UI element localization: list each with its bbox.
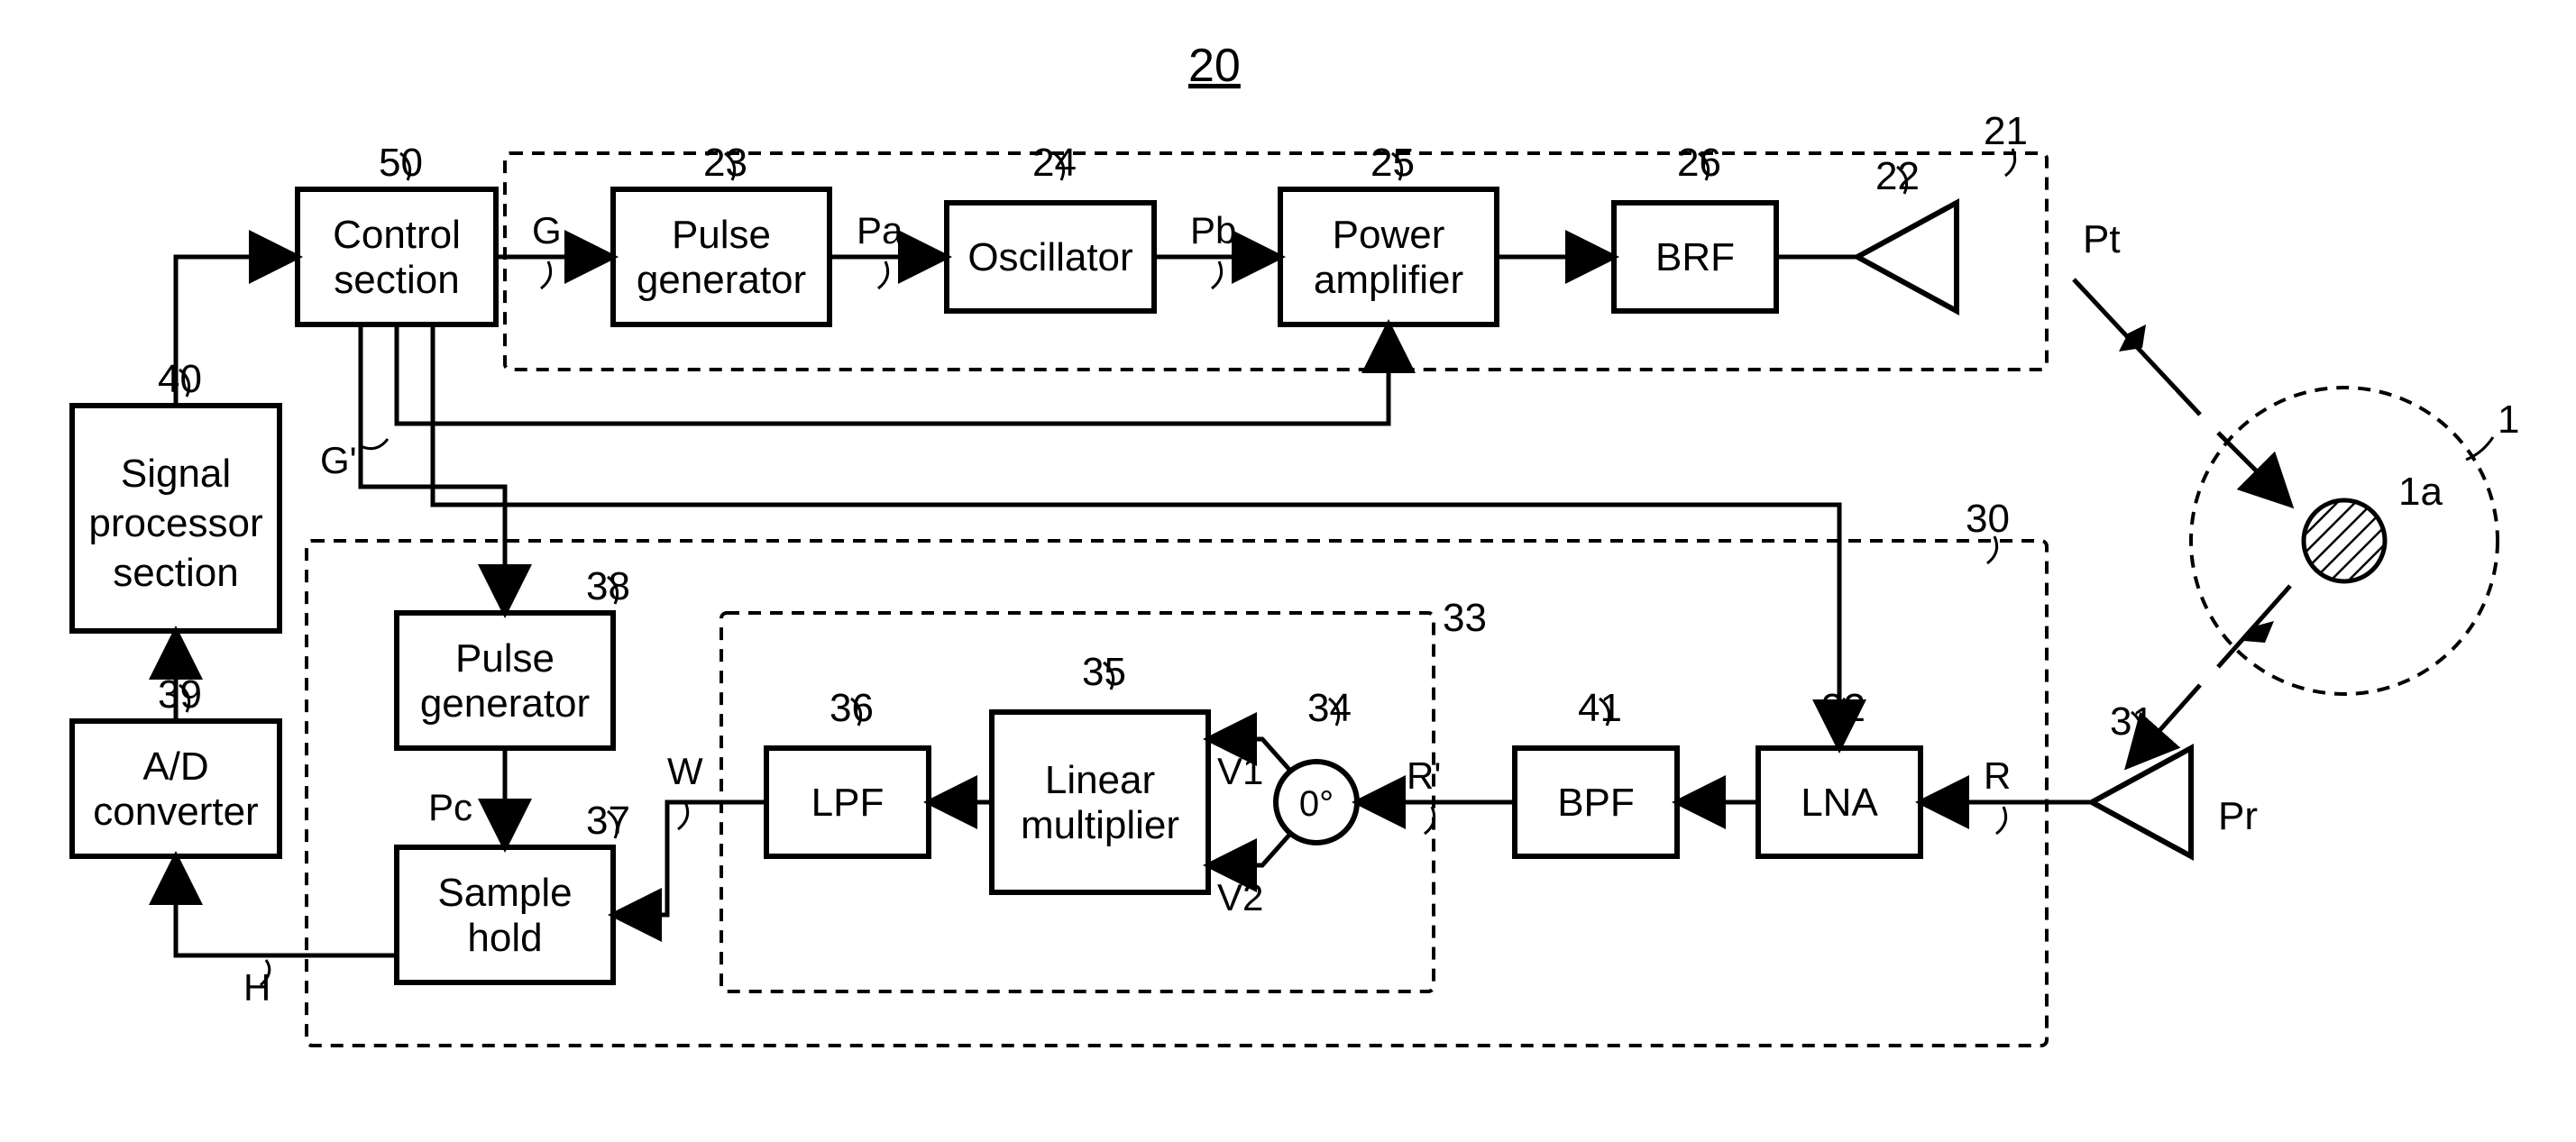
- tx-antenna-icon: [1857, 203, 1957, 311]
- power-amp-ref: 25: [1371, 141, 1415, 185]
- pulse-generator-tx: [613, 189, 830, 324]
- sample-line1: Sample: [437, 871, 572, 915]
- splitter-label: 0°: [1299, 784, 1334, 824]
- lpf-label: LPF: [811, 781, 885, 825]
- detector-group-ref: 33: [1443, 596, 1487, 640]
- rx-antenna-ref: 31: [2110, 699, 2154, 744]
- pulse-rx-line1: Pulse: [455, 636, 555, 681]
- sig-proc-line1: Signal: [121, 452, 231, 496]
- signal-pc: Pc: [428, 786, 472, 828]
- linmult-line1: Linear: [1045, 758, 1155, 802]
- pulse-tx-ref: 23: [703, 141, 747, 185]
- pulse-rx-line2: generator: [420, 681, 590, 726]
- brf-ref: 26: [1677, 141, 1721, 185]
- adc-line2: converter: [93, 790, 258, 834]
- linmult-ref: 35: [1082, 650, 1126, 694]
- power-amp-line1: Power: [1333, 213, 1445, 257]
- lna-ref: 32: [1821, 686, 1866, 730]
- figure-ref: 20: [1188, 40, 1241, 92]
- pulse-tx-line1: Pulse: [672, 213, 771, 257]
- adc-line1: A/D: [142, 745, 208, 789]
- control-line1: Control: [333, 213, 461, 257]
- tx-antenna-ref: 22: [1875, 154, 1920, 198]
- sig-proc-ref: 40: [158, 357, 202, 401]
- tx-group-ref: 21: [1984, 109, 2028, 153]
- oscillator-label: Oscillator: [967, 235, 1132, 279]
- signal-w: W: [667, 750, 703, 792]
- signal-gp: G': [320, 439, 357, 481]
- linmult-line2: multiplier: [1021, 803, 1179, 847]
- pulse-tx-line2: generator: [637, 258, 806, 302]
- block-diagram: 20 21 Control section 50 Pulse generator…: [0, 0, 2576, 1142]
- signal-rp: R': [1407, 754, 1441, 797]
- pulse-generator-rx: [397, 613, 613, 748]
- lna-label: LNA: [1801, 781, 1878, 825]
- signal-h: H: [243, 966, 270, 1009]
- control-line2: section: [334, 258, 459, 302]
- bpf-label: BPF: [1557, 781, 1635, 825]
- sample-hold: [397, 847, 613, 982]
- signal-pa: Pa: [857, 209, 903, 251]
- lpf-ref: 36: [830, 686, 874, 730]
- sample-ref: 37: [586, 799, 630, 843]
- signal-pb: Pb: [1190, 209, 1236, 251]
- splitter-ref: 34: [1307, 686, 1352, 730]
- power-amp-line2: amplifier: [1314, 258, 1463, 302]
- sample-line2: hold: [467, 916, 542, 960]
- target-inner: [2304, 500, 2385, 581]
- signal-v2: V2: [1217, 876, 1263, 918]
- target-inner-ref: 1a: [2398, 470, 2443, 514]
- control-section: [298, 189, 496, 324]
- rx-group-ref: 30: [1966, 497, 2010, 541]
- power-amplifier: [1280, 189, 1497, 324]
- signal-pr: Pr: [2218, 794, 2258, 838]
- oscillator-ref: 24: [1032, 141, 1077, 185]
- sig-proc-line3: section: [113, 551, 238, 595]
- adc-ref: 39: [158, 672, 202, 717]
- adc: [72, 721, 280, 856]
- target-outer-ref: 1: [2498, 397, 2519, 442]
- signal-g: G: [532, 209, 562, 251]
- sig-proc-line2: processor: [88, 501, 262, 545]
- signal-r: R: [1984, 754, 2011, 797]
- signal-v1: V1: [1217, 750, 1263, 792]
- pulse-rx-ref: 38: [586, 564, 630, 608]
- bpf-ref: 41: [1578, 686, 1622, 730]
- linear-multiplier: [992, 712, 1208, 892]
- brf-label: BRF: [1655, 235, 1735, 279]
- signal-pt: Pt: [2083, 217, 2121, 261]
- control-ref: 50: [379, 141, 423, 185]
- rx-antenna-icon: [2092, 748, 2191, 856]
